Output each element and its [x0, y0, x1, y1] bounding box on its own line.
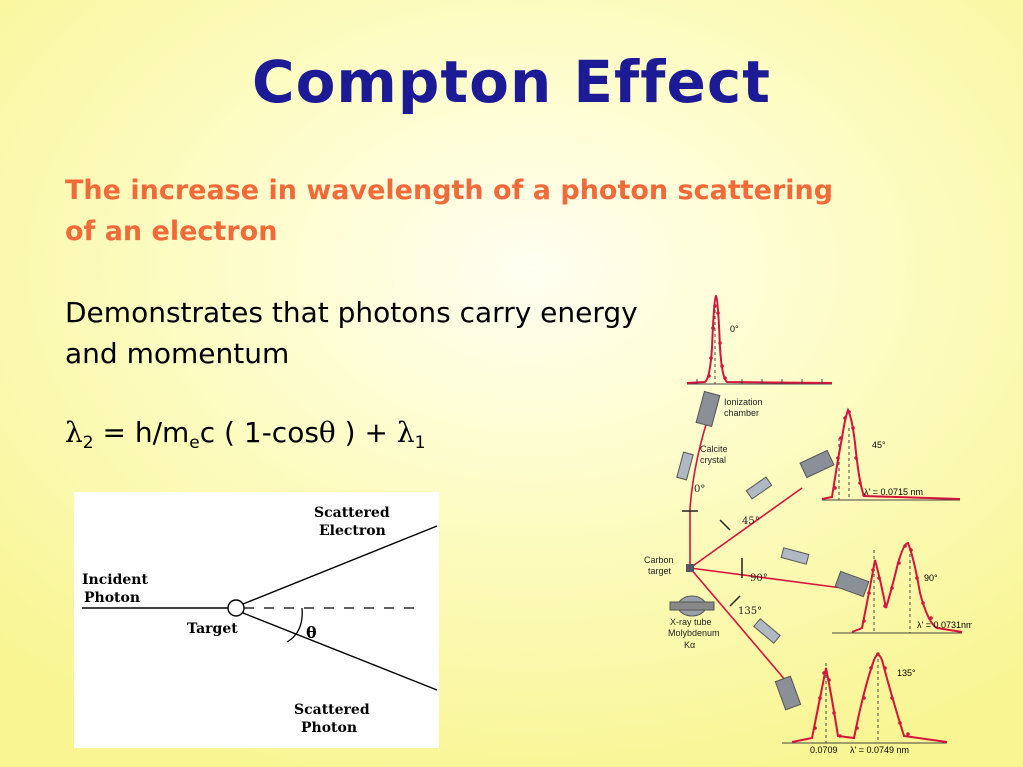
angle-arc	[286, 607, 303, 643]
angle-45-label: 45°	[742, 516, 760, 527]
angle-0-label: 0°	[694, 484, 705, 495]
formula-subscript: 2	[82, 433, 94, 453]
calcite-label: Calcite	[700, 444, 728, 454]
beam-paths	[689, 405, 843, 689]
electron-label: Scattered	[314, 505, 390, 521]
plot-0-degree: 0°	[686, 294, 833, 385]
lambda-90-label: λ' = 0.0731nm	[917, 620, 972, 630]
slits	[682, 510, 743, 607]
crystal-45-icon	[745, 476, 773, 500]
photon-label: Photon	[301, 720, 357, 736]
formula-text: ) +	[335, 416, 397, 449]
plot-90-label: 90°	[924, 573, 938, 583]
xray-label: Kα	[684, 640, 695, 650]
incident-label: Incident	[82, 572, 148, 588]
scattering-diagram: Incident Photon Target θ Scattered Elect…	[74, 492, 439, 748]
lambda-135-label: λ' = 0.0749 nm	[850, 745, 909, 755]
theta-symbol: θ	[318, 416, 336, 449]
plot-90-degree: 90° λ' = 0.0731nm	[832, 541, 974, 634]
slide-subtitle: The increase in wavelength of a photon s…	[65, 175, 834, 247]
incident-label: Photon	[84, 590, 140, 606]
lambda-45-label: λ' = 0.0715 nm	[864, 487, 923, 497]
detector-135-icon	[774, 675, 802, 711]
plot-135-degree: 135° 0.0709 λ' = 0.0749 nm	[782, 652, 948, 755]
ionization-label: chamber	[724, 408, 759, 418]
formula-subscript: e	[189, 433, 200, 453]
detector-45-icon	[799, 449, 835, 479]
detector-90-icon	[834, 570, 870, 598]
target-circle	[227, 599, 245, 617]
xray-tube-icon	[669, 595, 715, 617]
lambda-symbol: λ	[396, 416, 415, 449]
crystal-90-icon	[780, 547, 810, 565]
carbon-label: target	[648, 566, 672, 576]
carbon-label: Carbon	[644, 555, 674, 565]
formula-text: c ( 1-cos	[199, 416, 319, 449]
plot-0-label: 0°	[730, 324, 739, 334]
scattered-photon-line	[242, 612, 438, 691]
ionization-label: Ionization	[724, 397, 763, 407]
electron-label: Electron	[319, 523, 386, 539]
slide-title: Compton Effect	[252, 48, 771, 116]
plot-135-label: 135°	[897, 668, 916, 678]
body-text: Demonstrates that photons carry energy a…	[65, 296, 638, 370]
plot-45-label: 45°	[872, 440, 886, 450]
formula-text: = h/m	[93, 416, 190, 449]
formula-subscript: 1	[414, 433, 426, 453]
lambda-0-value: 0.0709	[810, 745, 838, 755]
angle-90-label: 90°	[750, 573, 768, 584]
xray-label: X-ray tube	[670, 617, 712, 627]
carbon-target	[686, 564, 694, 572]
ionization-chamber-icon	[695, 390, 721, 428]
calcite-crystal-icon	[676, 451, 694, 481]
scattered-electron-line	[242, 525, 438, 605]
angle-135-label: 135°	[738, 606, 762, 617]
crystal-135-icon	[753, 618, 781, 644]
plot-45-degree: 45° λ' = 0.0715 nm	[821, 407, 961, 501]
compton-experiment-diagram: 0° 45° λ' = 0.0715 nm	[642, 288, 974, 758]
photon-label: Scattered	[294, 702, 370, 718]
lambda-symbol: λ	[65, 416, 83, 449]
compton-formula: λ2 = h/mec ( 1-cosθ ) + λ1	[65, 416, 425, 453]
xray-label: Molybdenum	[668, 628, 720, 638]
calcite-label: crystal	[700, 455, 726, 465]
target-label: Target	[187, 621, 238, 637]
theta-label: θ	[306, 623, 317, 642]
